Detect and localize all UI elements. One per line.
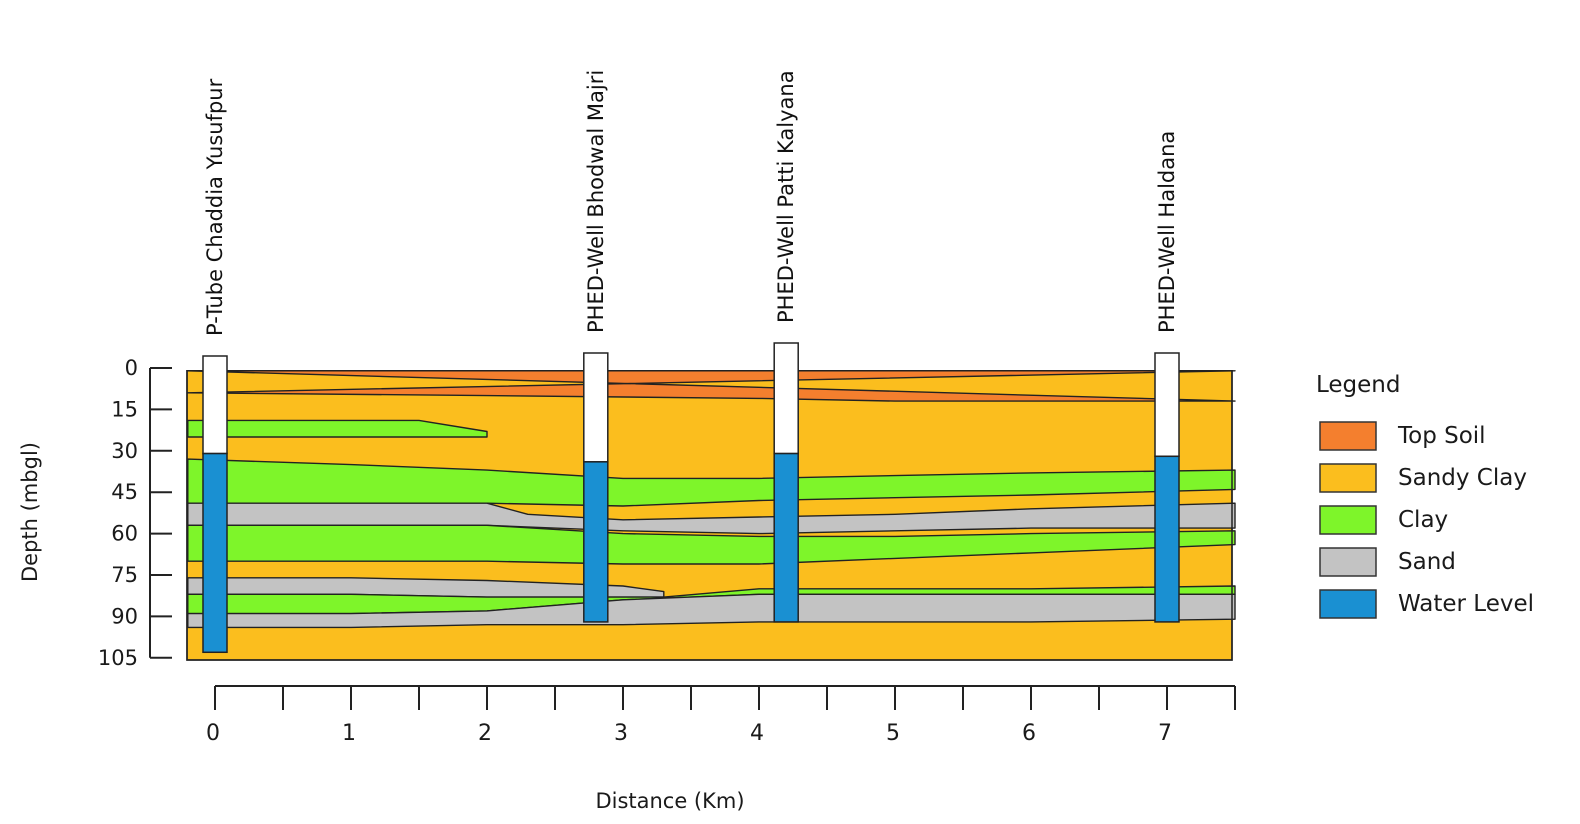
x-tick-label-0: 0 xyxy=(206,721,220,746)
legend-label-clay: Clay xyxy=(1398,507,1448,533)
x-tick-label-4: 4 xyxy=(750,721,764,746)
y-axis: 0 15 30 45 60 75 90 105 xyxy=(98,356,172,670)
legend-label-sandy-clay: Sandy Clay xyxy=(1398,465,1527,491)
section-outline xyxy=(186,370,1233,661)
y-tick-label-60: 60 xyxy=(111,522,138,546)
legend-label-sand: Sand xyxy=(1398,549,1456,575)
lithology-layers xyxy=(186,370,1236,661)
x-axis-label: Distance (Km) xyxy=(595,789,744,813)
well-name-label-0: P-Tube Chaddia Yusufpur xyxy=(203,78,227,336)
well-casing-0 xyxy=(202,355,228,455)
legend-swatch-sand xyxy=(1319,547,1377,577)
legend-title: Legend xyxy=(1316,372,1401,398)
x-axis: 0 1 2 3 4 5 6 7 xyxy=(206,685,1236,746)
y-tick-label-45: 45 xyxy=(111,480,138,504)
wells: P-Tube Chaddia Yusufpur PHED-Well Bhodwal… xyxy=(202,70,1180,654)
y-tick-label-75: 75 xyxy=(111,563,138,587)
well-name-label-1: PHED-Well Bhodwal Majri xyxy=(584,70,608,333)
x-tick-label-2: 2 xyxy=(478,721,492,746)
well-casing-2 xyxy=(773,342,799,455)
y-tick-label-105: 105 xyxy=(98,646,138,670)
legend: Legend Top Soil Sandy Clay Clay Sand Water Le… xyxy=(1316,372,1534,619)
well-name-label-3: PHED-Well Haldana xyxy=(1155,131,1179,333)
legend-label-water-level: Water Level xyxy=(1398,591,1534,617)
water-column-2 xyxy=(773,452,799,623)
legend-label-top-soil: Top Soil xyxy=(1397,423,1486,449)
y-axis-label: Depth (mbgl) xyxy=(18,442,42,582)
y-tick-label-0: 0 xyxy=(125,356,138,380)
legend-swatch-clay xyxy=(1319,505,1377,535)
well-casing-1 xyxy=(583,352,609,463)
layer-clay-4 xyxy=(187,524,1236,565)
y-tick-label-30: 30 xyxy=(111,439,138,463)
well-casing-3 xyxy=(1154,352,1180,458)
x-tick-label-6: 6 xyxy=(1022,721,1036,746)
x-tick-label-7: 7 xyxy=(1158,721,1172,746)
well-name-label-2: PHED-Well Patti Kalyana xyxy=(774,70,798,323)
layer-clay-1 xyxy=(187,419,488,438)
legend-swatch-top-soil xyxy=(1319,421,1377,451)
water-column-0 xyxy=(202,452,228,654)
y-tick-label-15: 15 xyxy=(111,397,138,421)
x-tick-label-5: 5 xyxy=(886,721,900,746)
legend-swatch-water-level xyxy=(1319,589,1377,619)
y-tick-label-90: 90 xyxy=(111,604,138,628)
legend-swatch-sandy-clay xyxy=(1319,463,1377,493)
x-tick-label-3: 3 xyxy=(614,721,628,746)
water-column-1 xyxy=(583,461,609,623)
x-tick-label-1: 1 xyxy=(342,721,356,746)
water-column-3 xyxy=(1154,455,1180,623)
layer-sand-7 xyxy=(187,593,1236,629)
